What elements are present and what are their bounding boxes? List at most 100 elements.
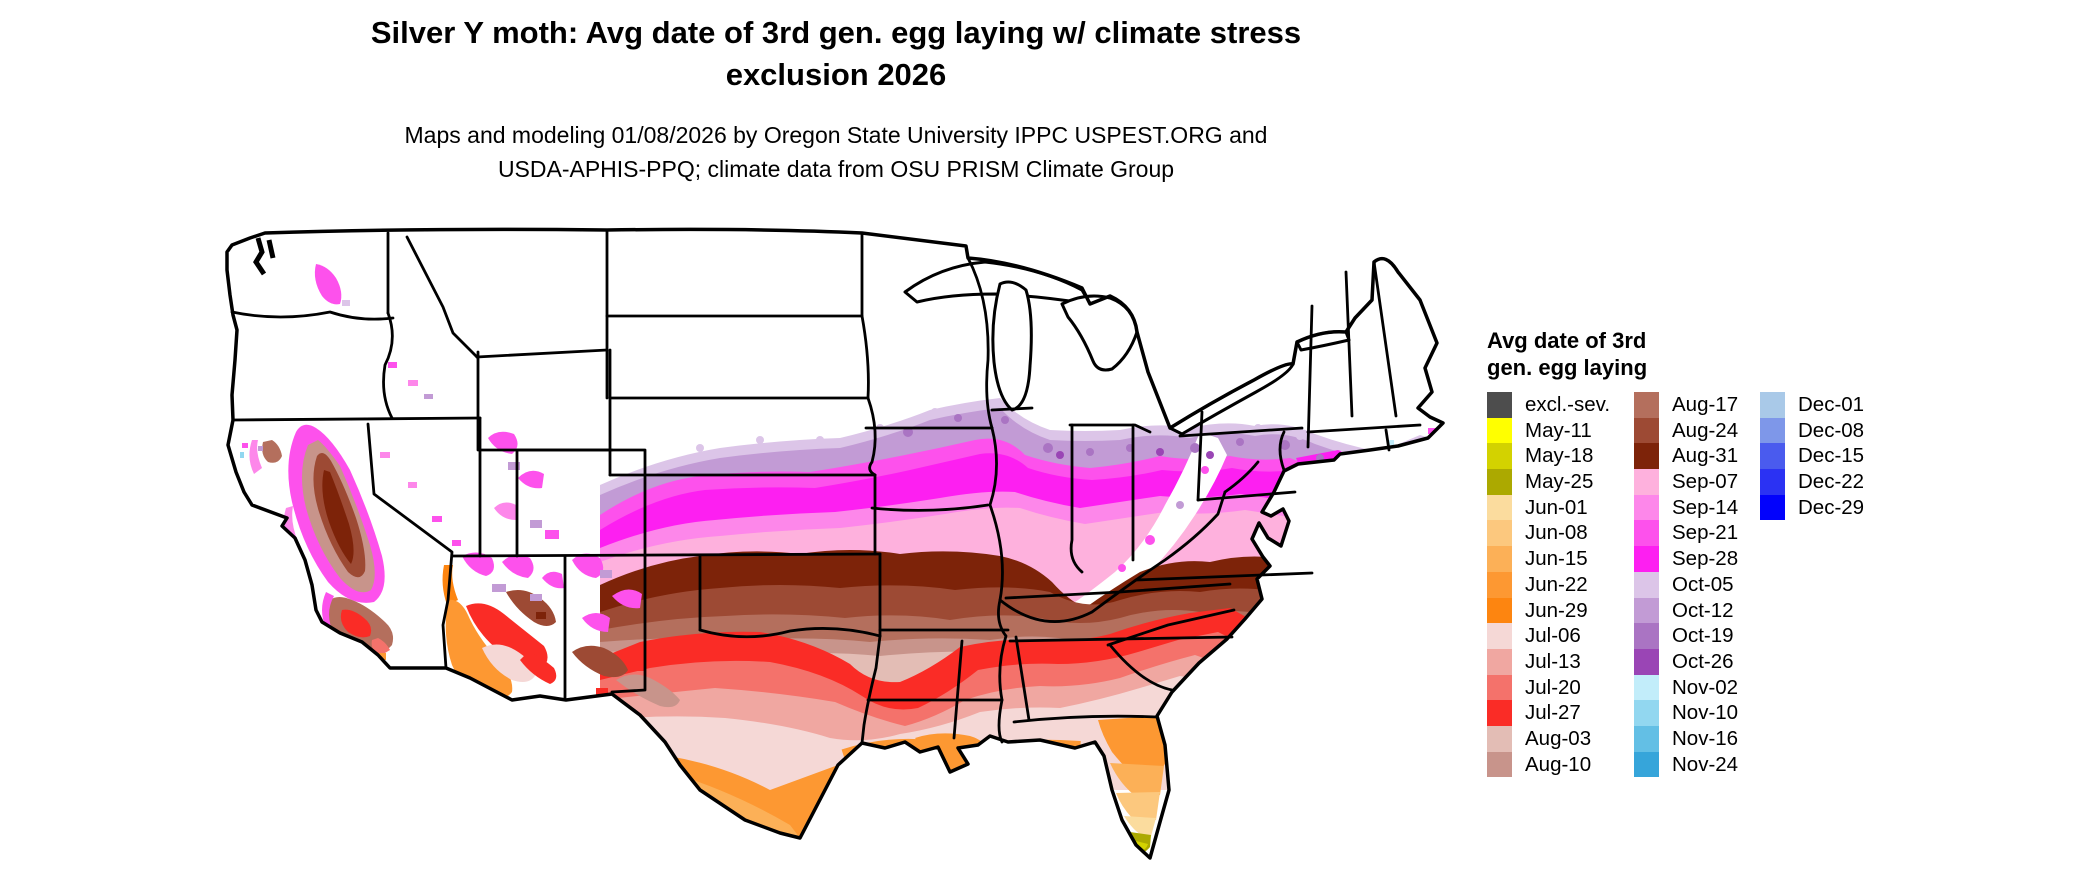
map-speck-nv3 [432, 516, 442, 522]
legend-label: Nov-24 [1672, 752, 1739, 776]
legend-item: Aug-10 [1487, 751, 1610, 778]
legend-swatch [1487, 571, 1512, 598]
legend-swatch [1487, 443, 1512, 470]
map-region-az-magenta1 [462, 552, 494, 576]
legend-label: Jul-27 [1525, 701, 1581, 725]
legend-item: Jun-15 [1487, 546, 1610, 572]
map-region-ut-magenta2 [518, 470, 544, 489]
legend-label: Nov-10 [1672, 701, 1739, 725]
legend-label: Dec-01 [1798, 393, 1865, 416]
map-speck-nv1 [380, 452, 390, 458]
map-region-jun15-florida [1110, 763, 1164, 798]
legend-swatch [1487, 546, 1512, 572]
legend-label: May-25 [1525, 470, 1594, 494]
legend-swatch [1760, 469, 1785, 495]
lake-michigan [991, 280, 1033, 412]
map-speck-or1 [242, 443, 248, 448]
legend-column-3: Dec-01 Dec-08 Dec-15 Dec-22 Dec-29 [1760, 392, 1865, 521]
legend-swatch [1634, 443, 1659, 470]
map-speck-ct-cyan [1388, 440, 1394, 445]
legend-swatch [1487, 597, 1512, 624]
map-region-wtx-dusty [616, 674, 680, 708]
map-region-norcal-brown [262, 440, 282, 463]
legend-swatch [1634, 469, 1659, 495]
legend-item: May-18 [1487, 443, 1610, 470]
legend-item: Jun-08 [1487, 520, 1610, 547]
legend-label: Oct-05 [1672, 572, 1734, 596]
legend-label: Aug-24 [1672, 418, 1739, 442]
map-speck-or2 [258, 446, 263, 451]
map-speck-ut-lav1 [508, 462, 520, 470]
legend-swatch [1634, 648, 1659, 675]
map-region-ut-magenta3 [494, 502, 518, 520]
legend-item: Aug-17 [1634, 392, 1738, 418]
legend-item: Sep-21 [1634, 520, 1739, 547]
map-speck-id2 [408, 380, 418, 386]
legend-item: Oct-19 [1634, 623, 1738, 649]
legend-swatch [1487, 469, 1512, 495]
legend-swatch [1760, 494, 1785, 521]
legend-swatch [1634, 700, 1659, 726]
map-region-az-pale [482, 644, 536, 682]
legend-label: Oct-26 [1672, 649, 1734, 673]
legend-item: Nov-02 [1634, 674, 1738, 701]
map-speck-socal-pale [362, 656, 372, 663]
map-region-ut-magenta1 [488, 431, 518, 454]
map-region-az-red [466, 603, 548, 668]
map-dots-deep-purple [903, 414, 1324, 462]
map-speck-ca-blue1 [292, 560, 296, 565]
legend-item: Jul-13 [1487, 648, 1610, 675]
legend-label: Sep-14 [1672, 495, 1739, 519]
legend-label: Sep-07 [1672, 470, 1739, 494]
map-speck-ca-blue2 [312, 627, 317, 631]
legend-item: Jun-01 [1487, 494, 1610, 521]
legend-item: Jul-20 [1487, 674, 1610, 701]
legend-item: Jul-06 [1487, 623, 1610, 649]
legend-item: Dec-22 [1760, 469, 1864, 495]
map-region-socal-red [340, 609, 372, 638]
legend-item: Sep-07 [1634, 469, 1738, 495]
legend-label: Aug-10 [1525, 752, 1592, 776]
legend-title-line1: Avg date of 3rd [1487, 328, 1647, 353]
map-subtitle-line2: USDA-APHIS-PPQ; climate data from OSU PR… [497, 156, 1175, 182]
map-region-may11-keys [1108, 864, 1163, 874]
legend-label: May-11 [1525, 418, 1592, 442]
legend-item: excl.-sev. [1487, 392, 1610, 418]
map-region-nm-magenta3 [582, 613, 610, 632]
map-subtitle-line1: Maps and modeling 01/08/2026 by Oregon S… [404, 122, 1268, 148]
legend-label: Sep-21 [1672, 521, 1739, 545]
legend-item: Oct-12 [1634, 597, 1738, 624]
legend-label: Dec-15 [1798, 444, 1865, 468]
map-region-jun01-florida [1124, 816, 1156, 840]
map-data-layers [240, 264, 1443, 874]
map-region-az-magenta3 [542, 571, 564, 589]
map-region-jun08-florida [1116, 792, 1160, 820]
map-speck-ca-cyan1 [287, 552, 292, 559]
legend-swatch [1634, 520, 1659, 547]
legend-swatch [1487, 725, 1512, 752]
legend-swatch [1634, 623, 1659, 649]
legend-item: Oct-05 [1634, 571, 1738, 598]
map-speck-nm-lav [600, 570, 612, 578]
legend-swatch [1634, 751, 1659, 778]
map-dots-oct26 [1056, 448, 1214, 459]
legend-swatch [1487, 623, 1512, 649]
map-speck-ca-cyan2 [240, 452, 244, 458]
legend-item: May-11 [1487, 417, 1610, 444]
map-region-jun22-texas [636, 742, 838, 838]
legend-label: Dec-29 [1798, 495, 1865, 519]
legend-item: Aug-31 [1634, 443, 1738, 470]
legend-swatch [1487, 494, 1512, 521]
map-speck-ca-island [318, 632, 324, 636]
legend-swatch [1487, 392, 1512, 418]
legend-label: Jun-15 [1525, 547, 1588, 571]
legend-swatch [1634, 546, 1659, 572]
legend-label: Jul-20 [1525, 675, 1581, 699]
map-speck-ut-lav2 [530, 520, 542, 528]
legend-swatch [1760, 443, 1785, 470]
map-region-nm-magenta1 [572, 553, 604, 578]
legend-label: Nov-16 [1672, 726, 1739, 750]
map-region-jun22-delta [915, 733, 986, 775]
